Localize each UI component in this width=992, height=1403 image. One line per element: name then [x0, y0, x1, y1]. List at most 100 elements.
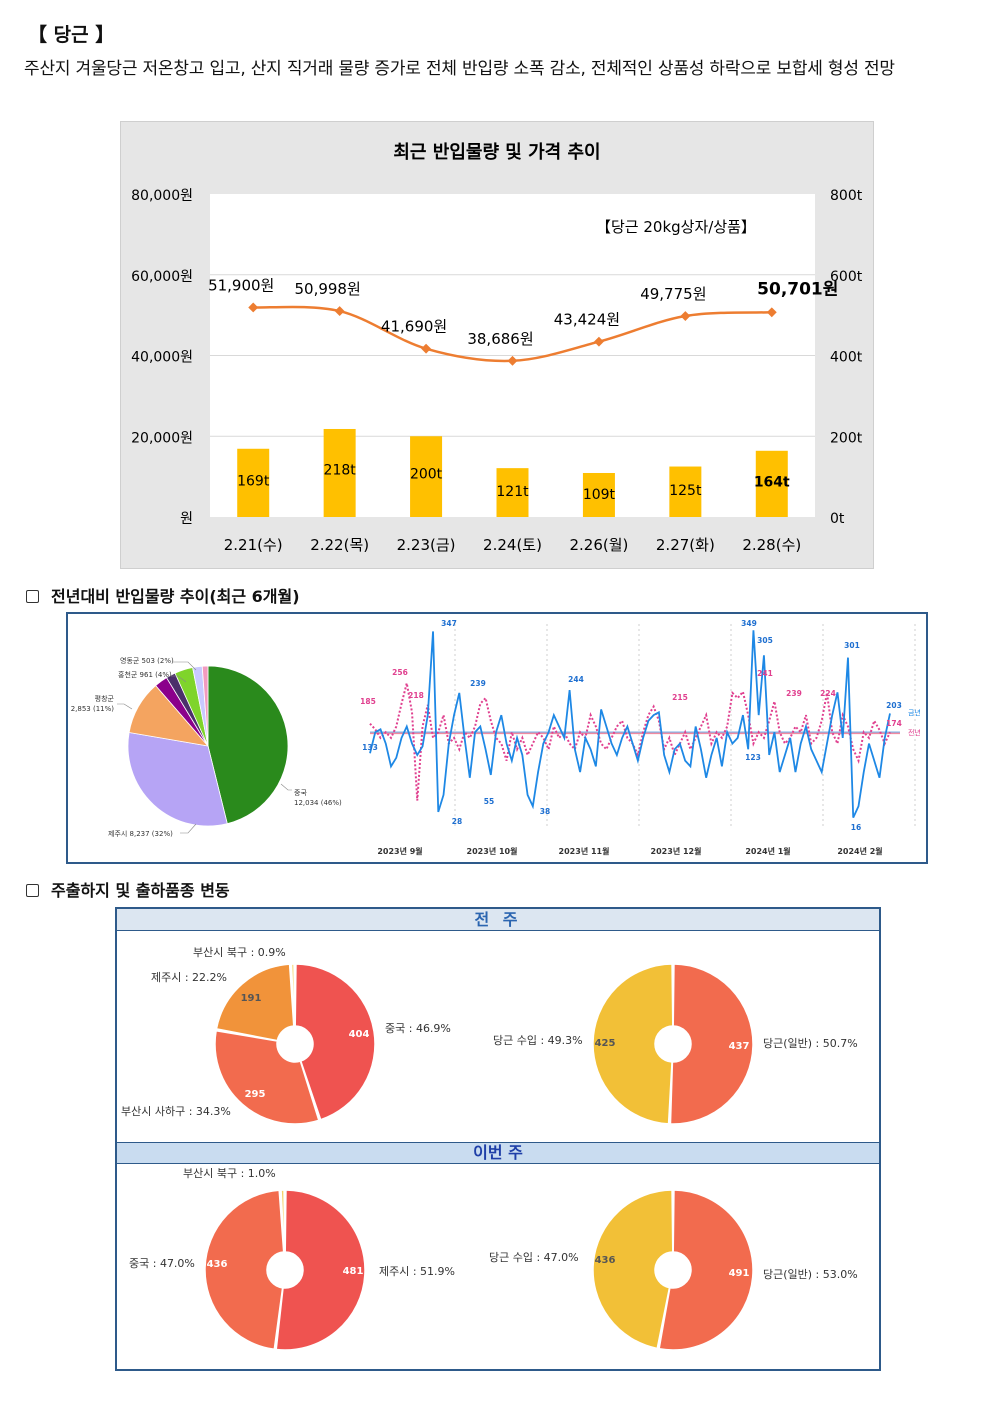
this-variety-label: 당근(일반) : 53.0% — [763, 1267, 858, 1281]
volume-bar — [755, 450, 788, 517]
price-chart: 최근 반입물량 및 가격 추이 【당근 20kg상자/상품】 169t 218t 2… — [131, 141, 863, 554]
this-region-value: 436 — [207, 1259, 228, 1270]
origin-pie-slice — [201, 665, 209, 747]
prev-region-value: 295 — [245, 1089, 266, 1100]
volume-label: 125t — [669, 483, 702, 499]
prev-region-label: 제주시 : 22.2% — [151, 971, 227, 984]
this-region-slice — [280, 1189, 286, 1253]
volume-label: 121t — [496, 484, 529, 500]
x-tick-label: 2.22(목) — [310, 536, 369, 554]
volume-label: 109t — [583, 487, 616, 503]
price-point — [507, 355, 518, 366]
prev-week-charts: 중국 : 46.9% 404 부산시 사하구 : 34.3% 295 제주시 : 22.… — [121, 946, 858, 1125]
month-label: 2023년 11월 — [559, 846, 610, 856]
legend-current: 금년 — [908, 708, 920, 717]
x-tick-label: 2.28(수) — [742, 536, 801, 554]
price-point — [680, 311, 691, 321]
volume-label: 218t — [324, 463, 357, 479]
leader-line — [280, 783, 292, 791]
trend-annotation: 239 — [470, 679, 486, 688]
checkbox-icon — [26, 590, 39, 603]
this-region-label: 부산시 북구 : 1.0% — [183, 1167, 276, 1180]
month-label: 2024년 1월 — [745, 846, 790, 856]
y-right-tick: 200t — [830, 430, 863, 446]
price-chart-panel: 최근 반입물량 및 가격 추이 【당근 20kg상자/상품】 169t 218t 2… — [120, 121, 874, 569]
trend-annotation: 215 — [672, 693, 688, 702]
trend-annotation: 55 — [484, 797, 494, 806]
origin-pie-chart: 중국 12,034 (46%) 제주시 8,237 (32%) 평창군 2,853 (1… — [71, 656, 342, 838]
this-variety-value: 436 — [595, 1255, 616, 1266]
trend-annotation: 244 — [568, 675, 584, 684]
this-region-label: 중국 : 47.0% — [129, 1257, 195, 1270]
price-label: 41,690원 — [381, 318, 447, 336]
y-right-tick: 0t — [830, 511, 845, 527]
this-variety-slice — [592, 1189, 674, 1350]
origin-label-china: 중국 — [294, 789, 307, 797]
y-left-tick: 80,000원 — [131, 188, 193, 204]
trend-annotation: 305 — [757, 636, 773, 645]
checkbox-icon — [26, 884, 39, 897]
volume-bar — [582, 472, 615, 517]
price-label: 38,686원 — [467, 330, 533, 348]
volume-bar — [410, 436, 443, 517]
y-right-tick: 400t — [830, 350, 863, 366]
volume-bar — [669, 466, 702, 517]
prev-variety-label: 당근(일반) : 50.7% — [763, 1036, 858, 1050]
month-label: 2023년 9월 — [377, 846, 422, 856]
trend-annotation: 133 — [362, 743, 378, 752]
prev-region-slice — [294, 963, 376, 1121]
this-region-value: 481 — [343, 1266, 364, 1277]
trend-annotation: 185 — [360, 697, 376, 706]
volume-label: 169t — [237, 473, 270, 489]
prev-variety-label: 당근 수입 : 49.3% — [493, 1034, 583, 1047]
origin-label-pyeongchang: 평창군 — [95, 694, 115, 703]
trend-annotation: 224 — [820, 689, 836, 698]
y-right-tick: 800t — [830, 188, 863, 204]
prev-region-label: 중국 : 46.9% — [385, 1022, 451, 1035]
prev-region-value: 404 — [349, 1029, 370, 1040]
origin-label-pyeongchang: 2,853 (11%) — [71, 705, 115, 713]
price-label: 51,900원 — [208, 276, 274, 294]
y-left-tick: 20,000원 — [131, 430, 193, 446]
trend-annotation: 218 — [408, 691, 424, 700]
prev-region-label: 부산시 사하구 : 34.3% — [121, 1104, 231, 1118]
trend-annotation: 347 — [441, 619, 457, 628]
trend-annotation: 28 — [452, 817, 462, 826]
this-variety-label: 당근 수입 : 47.0% — [489, 1251, 579, 1264]
price-chart-note: 【당근 20kg상자/상품】 — [596, 218, 756, 236]
prev-week-header: 전 주 — [117, 909, 879, 931]
trend-annotation: 123 — [745, 753, 761, 762]
trend-annotation: 174 — [886, 719, 902, 728]
price-label: 43,424원 — [554, 311, 620, 329]
this-variety-value: 491 — [729, 1268, 750, 1279]
x-tick-label: 2.24(토) — [483, 536, 542, 554]
leader-line — [117, 703, 133, 710]
section-title-trend-text: 전년대비 반입물량 추이(최근 6개월) — [51, 587, 300, 606]
this-region-slice — [275, 1189, 366, 1351]
prev-region-value: 191 — [241, 993, 262, 1004]
trend-annotation: 38 — [540, 807, 550, 816]
y-left-tick: 40,000원 — [131, 350, 193, 366]
shipping-panel: 전 주 중국 : 46.9% 404 부산시 사하구 : 34.3% 295 제주시 :… — [115, 907, 881, 1371]
trend-annotation: 349 — [741, 619, 757, 628]
origin-pie-slice — [207, 665, 289, 825]
y-left-tick: 원 — [180, 511, 193, 527]
this-region-slice — [204, 1189, 285, 1351]
origin-pie-slice — [127, 732, 228, 827]
price-point — [248, 302, 259, 313]
x-tick-label: 2.23(금) — [397, 536, 456, 554]
prev-region-slice — [214, 1029, 320, 1125]
price-point — [766, 307, 777, 318]
prev-region-label: 부산시 북구 : 0.9% — [193, 946, 286, 959]
trend-annotation: 256 — [392, 668, 408, 677]
trend-panel: 중국 12,034 (46%) 제주시 8,237 (32%) 평창군 2,853 (1… — [66, 612, 928, 864]
month-label: 2023년 10월 — [467, 846, 518, 856]
prev-variety-slice — [592, 963, 674, 1125]
price-label: 50,998원 — [294, 280, 360, 298]
prev-region-slice — [290, 963, 296, 1027]
leader-line — [172, 661, 197, 671]
month-label: 2023년 12월 — [651, 846, 702, 856]
trend-series-line — [369, 630, 891, 818]
x-tick-label: 2.21(수) — [224, 536, 283, 554]
volume-bar — [323, 428, 356, 517]
